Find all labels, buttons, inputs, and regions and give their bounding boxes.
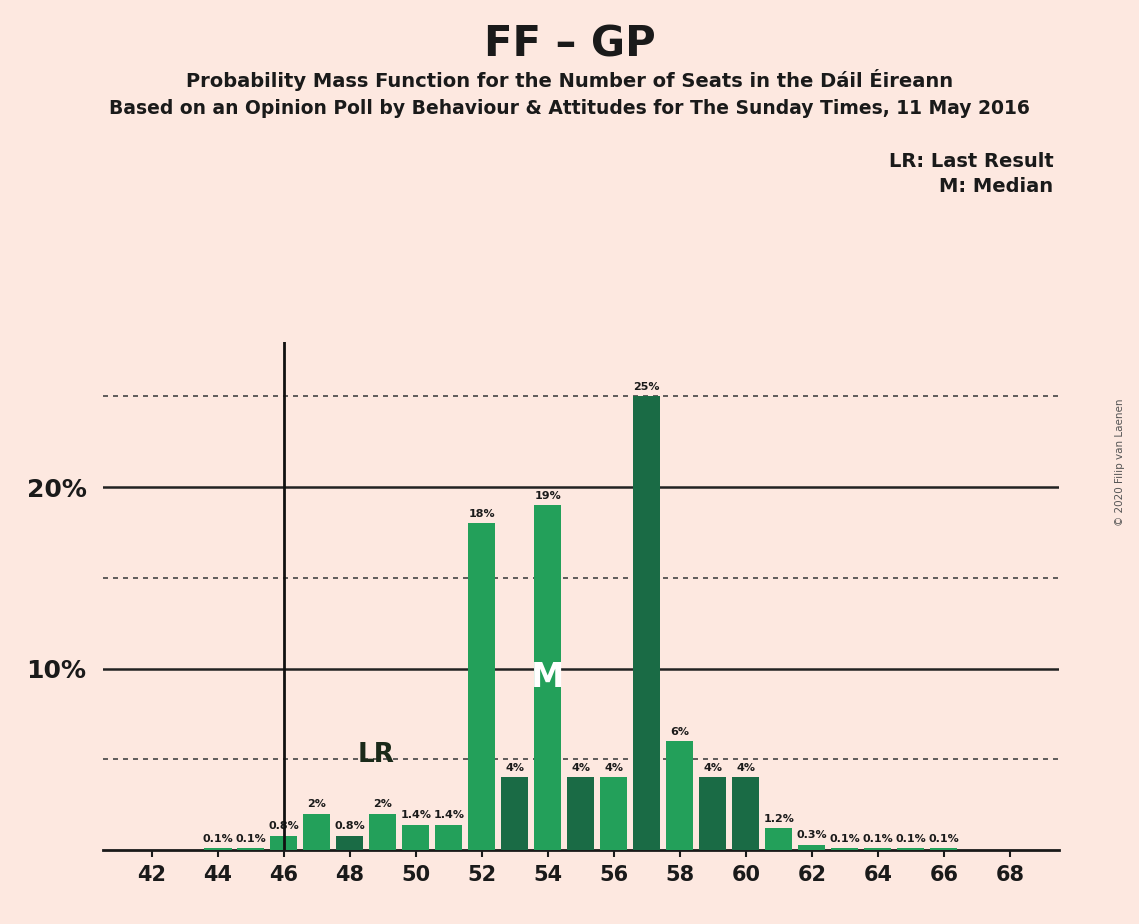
Text: LR: LR: [358, 742, 395, 769]
Bar: [898, 848, 925, 850]
Text: 0.3%: 0.3%: [796, 830, 827, 840]
Text: 0.1%: 0.1%: [203, 833, 233, 844]
Text: 18%: 18%: [468, 509, 495, 519]
Text: 1.4%: 1.4%: [434, 810, 465, 821]
Text: Based on an Opinion Poll by Behaviour & Attitudes for The Sunday Times, 11 May 2: Based on an Opinion Poll by Behaviour & …: [109, 99, 1030, 118]
Text: 25%: 25%: [633, 382, 661, 392]
Text: 6%: 6%: [671, 726, 689, 736]
Text: 0.1%: 0.1%: [829, 833, 860, 844]
Bar: [798, 845, 826, 850]
Text: 0.8%: 0.8%: [269, 821, 300, 831]
Text: 1.2%: 1.2%: [763, 814, 794, 824]
Text: 0.1%: 0.1%: [862, 833, 893, 844]
Bar: [534, 505, 562, 850]
Bar: [699, 777, 727, 850]
Text: 0.8%: 0.8%: [335, 821, 366, 831]
Bar: [205, 848, 231, 850]
Bar: [732, 777, 760, 850]
Text: 4%: 4%: [704, 763, 722, 773]
Bar: [336, 835, 363, 850]
Text: Probability Mass Function for the Number of Seats in the Dáil Éireann: Probability Mass Function for the Number…: [186, 69, 953, 91]
Bar: [369, 814, 396, 850]
Bar: [831, 848, 859, 850]
Bar: [765, 828, 793, 850]
Text: © 2020 Filip van Laenen: © 2020 Filip van Laenen: [1115, 398, 1125, 526]
Bar: [270, 835, 297, 850]
Bar: [600, 777, 628, 850]
Bar: [237, 848, 264, 850]
Text: 0.1%: 0.1%: [236, 833, 267, 844]
Text: 1.4%: 1.4%: [401, 810, 432, 821]
Text: M: M: [531, 662, 565, 694]
Text: 4%: 4%: [605, 763, 623, 773]
Bar: [468, 523, 495, 850]
Text: LR: Last Result: LR: Last Result: [888, 152, 1054, 172]
Text: FF – GP: FF – GP: [484, 23, 655, 65]
Text: 4%: 4%: [736, 763, 755, 773]
Text: 4%: 4%: [572, 763, 590, 773]
Bar: [931, 848, 957, 850]
Text: 2%: 2%: [308, 799, 327, 809]
Bar: [303, 814, 330, 850]
Text: 0.1%: 0.1%: [928, 833, 959, 844]
Text: 4%: 4%: [506, 763, 524, 773]
Text: 19%: 19%: [534, 491, 562, 501]
Text: 0.1%: 0.1%: [895, 833, 926, 844]
Bar: [666, 741, 694, 850]
Bar: [435, 824, 462, 850]
Bar: [633, 396, 661, 850]
Bar: [567, 777, 595, 850]
Text: 2%: 2%: [374, 799, 392, 809]
Bar: [501, 777, 528, 850]
Bar: [865, 848, 892, 850]
Text: M: Median: M: Median: [940, 177, 1054, 197]
Bar: [402, 824, 429, 850]
